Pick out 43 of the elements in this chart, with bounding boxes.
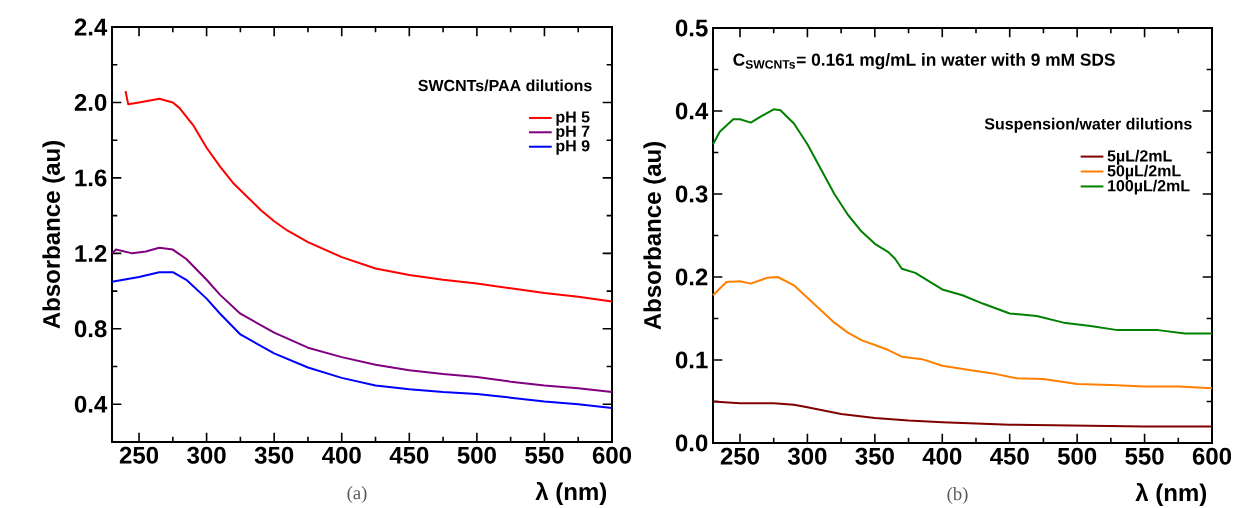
x-tick-label: 300 [187,446,226,464]
legend-label: pH 9 [556,140,590,155]
x-tick-label: 500 [1057,447,1097,465]
x-tick-label: 250 [720,447,760,465]
x-axis-title: λ (nm) [1135,482,1207,506]
y-tick-label: 2.0 [74,93,107,111]
x-tick-label: 450 [990,447,1029,465]
legend-label: 100µL/2mL [1108,179,1190,195]
y-tick-label: 0.5 [675,19,708,37]
x-tick-label: 400 [322,446,361,464]
legend-title: SWCNTs/PAA dilutions [418,79,592,92]
y-tick-label: 1.6 [75,169,107,187]
x-tick-label: 450 [389,446,429,464]
y-tick-label: 0.4 [675,102,709,120]
x-tick-label: 500 [457,446,496,464]
x-tick-label: 600 [1192,447,1232,465]
legend-label: pH 7 [556,125,590,141]
y-tick-label: 0.0 [675,434,708,452]
annotation: C$_{SWCNTs}$= 0.161 mg/mL in water with 9 mM SDS [733,53,1115,70]
y-tick-label: 0.8 [74,320,107,338]
x-tick-label: 400 [922,447,962,465]
legend-label: pH 5 [556,111,590,126]
y-tick-label: 1.2 [75,244,107,262]
y-axis-title: Absorbance (au) [42,141,65,329]
x-tick-label: 600 [592,446,632,464]
x-axis-title: λ (nm) [535,481,607,505]
y-tick-label: 0.4 [74,395,108,413]
x-tick-label: 350 [254,446,294,464]
y-tick-label: 0.3 [675,185,708,203]
legend-label: 5µL/2mL [1107,149,1172,165]
x-tick-label: 550 [1125,447,1164,465]
x-tick-label: 300 [787,447,827,465]
x-tick-label: 250 [119,446,159,464]
text: (a) [347,486,367,504]
legend-title: Suspension/water dilutions [984,117,1192,133]
text: (b) [947,487,968,505]
y-tick-label: 0.1 [675,351,708,369]
legend-label: 50µL/2mL [1107,164,1181,180]
y-tick-label: 2.4 [74,18,108,36]
x-tick-label: 350 [855,447,894,465]
y-tick-label: 0.2 [675,268,708,286]
y-axis-title: Absorbance (au) [643,142,666,330]
x-tick-label: 550 [525,446,564,464]
